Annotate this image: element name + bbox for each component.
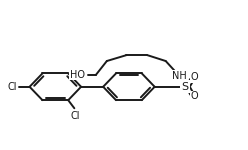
Text: NH: NH [172,71,186,81]
Text: O: O [191,72,198,82]
Text: HO: HO [69,70,85,80]
Text: Cl: Cl [70,111,80,121]
Text: O: O [191,91,198,101]
Text: Cl: Cl [7,82,17,92]
Text: S: S [182,82,189,92]
